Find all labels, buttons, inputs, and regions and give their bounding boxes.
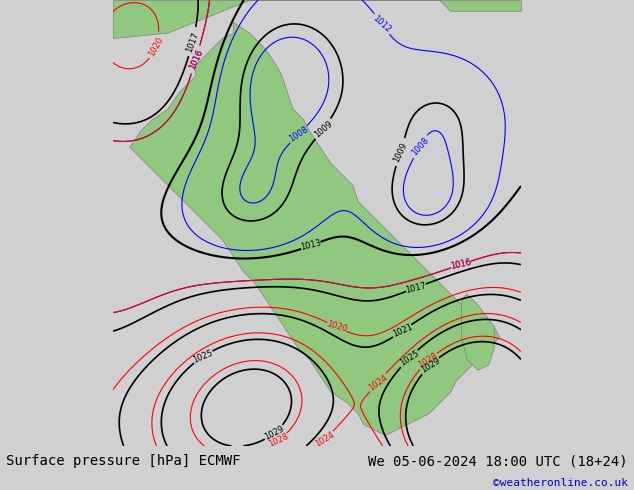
Text: 1013: 1013 bbox=[299, 239, 322, 252]
Text: 1009: 1009 bbox=[392, 141, 409, 164]
Text: 1016: 1016 bbox=[187, 48, 204, 71]
Text: 1017: 1017 bbox=[184, 30, 200, 53]
Text: We 05-06-2024 18:00 UTC (18+24): We 05-06-2024 18:00 UTC (18+24) bbox=[368, 454, 628, 468]
Text: 1020: 1020 bbox=[325, 320, 348, 334]
Text: 1016: 1016 bbox=[450, 258, 472, 271]
Text: 1009: 1009 bbox=[312, 119, 334, 139]
Text: 1020: 1020 bbox=[146, 35, 165, 58]
Text: ©weatheronline.co.uk: ©weatheronline.co.uk bbox=[493, 478, 628, 489]
Text: 1028: 1028 bbox=[267, 432, 290, 449]
Text: 1017: 1017 bbox=[404, 281, 427, 294]
Text: 1012: 1012 bbox=[371, 14, 392, 34]
Text: 1025: 1025 bbox=[191, 348, 214, 365]
Text: 1024: 1024 bbox=[313, 430, 336, 449]
Text: 1028: 1028 bbox=[417, 351, 439, 370]
Text: 1008: 1008 bbox=[287, 125, 310, 144]
Text: 1024: 1024 bbox=[366, 373, 389, 392]
Text: 1016: 1016 bbox=[187, 48, 204, 71]
Text: 1029: 1029 bbox=[262, 424, 285, 442]
Text: Surface pressure [hPa] ECMWF: Surface pressure [hPa] ECMWF bbox=[6, 454, 241, 468]
Text: 1021: 1021 bbox=[391, 322, 413, 339]
Text: 1008: 1008 bbox=[410, 135, 430, 157]
Text: 1016: 1016 bbox=[450, 258, 472, 271]
Text: 1025: 1025 bbox=[398, 349, 420, 368]
Text: 1029: 1029 bbox=[419, 356, 441, 375]
